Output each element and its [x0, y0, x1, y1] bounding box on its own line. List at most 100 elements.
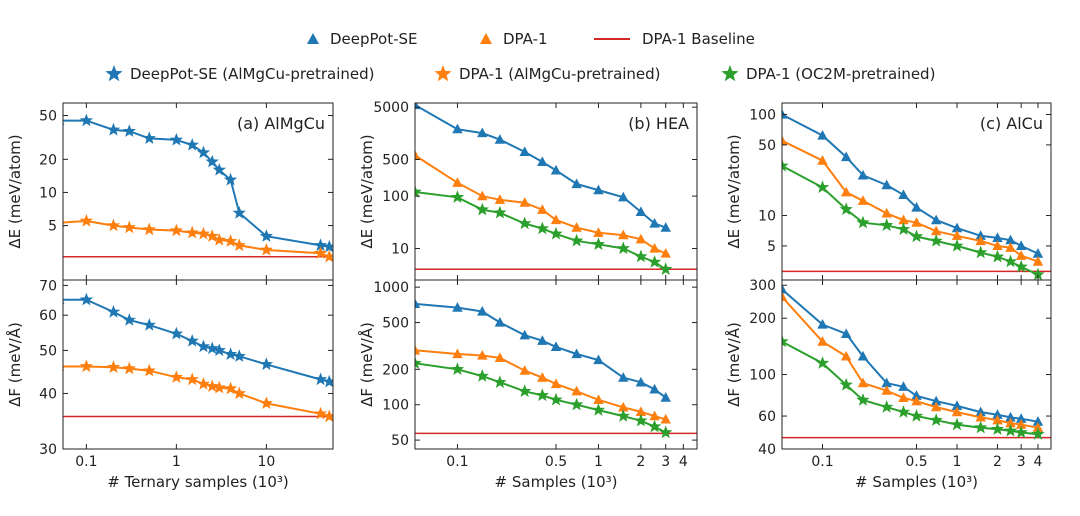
- y-tick-label: 100: [749, 108, 776, 124]
- data-point-triangle: [660, 222, 671, 232]
- data-point-triangle: [649, 217, 660, 228]
- y-axis-label: ΔE (meV/atom): [725, 134, 743, 248]
- data-point-triangle: [494, 134, 506, 144]
- data-point-triangle: [415, 298, 421, 309]
- data-point-star: [880, 400, 894, 413]
- data-point-triangle: [477, 306, 488, 316]
- y-tick-label: 100: [382, 189, 409, 205]
- data-point-star: [974, 420, 988, 434]
- data-point-triangle: [992, 414, 1003, 425]
- data-point-star: [909, 229, 924, 243]
- data-point-star: [415, 185, 422, 198]
- data-point-triangle: [1005, 417, 1016, 428]
- y-tick-label: 5: [767, 239, 776, 255]
- data-point-triangle: [1005, 242, 1016, 252]
- data-point-star: [591, 237, 606, 250]
- y-tick-label: 70: [39, 278, 57, 294]
- data-point-star: [990, 249, 1005, 263]
- data-point-star: [205, 379, 219, 392]
- x-tick-label: 0.1: [446, 454, 468, 470]
- data-point-triangle: [477, 350, 488, 360]
- data-point-star: [259, 229, 273, 242]
- data-point-star: [79, 359, 93, 373]
- data-point-triangle: [550, 214, 562, 225]
- data-point-star: [647, 419, 662, 433]
- y-tick-label: 5: [48, 219, 57, 235]
- data-point-triangle: [782, 109, 788, 119]
- legend-star-marker-blue: [105, 65, 123, 82]
- data-point-triangle: [975, 235, 986, 246]
- legend-label: DPA-1: [503, 30, 548, 48]
- data-point-star: [839, 377, 853, 391]
- data-point-triangle: [930, 401, 942, 412]
- data-point-star: [535, 388, 549, 402]
- data-point-star: [232, 206, 246, 219]
- y-tick-label: 300: [749, 278, 776, 294]
- data-point-triangle: [593, 354, 604, 365]
- data-point-triangle: [992, 240, 1003, 251]
- data-point-triangle: [477, 127, 488, 138]
- data-point-star: [322, 249, 333, 263]
- y-tick-label: 50: [39, 109, 57, 125]
- data-point-star: [169, 370, 183, 383]
- y-tick-label: 10: [39, 185, 57, 201]
- legend-label: DeepPot-SE (AlMgCu-pretrained): [130, 65, 375, 83]
- legend: DeepPot-SE DPA-1 DPA-1 Baseline DeepPot-…: [105, 30, 935, 83]
- data-point-triangle: [930, 395, 942, 406]
- legend-label: DPA-1 Baseline: [642, 30, 755, 48]
- data-point-triangle: [898, 381, 909, 391]
- data-point-triangle: [1005, 411, 1016, 422]
- data-point-star: [950, 417, 964, 431]
- data-point-triangle: [452, 348, 463, 359]
- data-point-star: [196, 226, 211, 240]
- data-point-star: [782, 334, 789, 348]
- data-point-star: [196, 145, 211, 159]
- data-point-star: [475, 202, 489, 216]
- legend-entry-dpa-1-oc2m-pretrained: DPA-1 (OC2M-pretrained): [721, 65, 935, 83]
- data-point-triangle: [618, 229, 629, 240]
- data-point-star: [535, 221, 549, 235]
- data-point-triangle: [930, 225, 942, 236]
- legend-entry-deeppot-se-almgcu-pretrained: DeepPot-SE (AlMgCu-pretrained): [105, 65, 375, 83]
- data-point-star: [122, 361, 136, 375]
- data-point-triangle: [537, 372, 548, 382]
- data-point-star: [616, 241, 630, 255]
- data-point-star: [259, 243, 273, 256]
- data-point-star: [313, 406, 328, 420]
- data-point-star: [549, 226, 563, 240]
- axes-frame: [62, 279, 334, 450]
- data-point-star: [896, 405, 911, 418]
- data-point-star: [142, 222, 156, 236]
- data-point-triangle: [660, 392, 671, 402]
- y-axis-label: ΔE (meV/atom): [358, 134, 376, 248]
- data-point-triangle: [550, 378, 562, 389]
- x-tick-label: 0.1: [811, 454, 833, 470]
- panel-almgcu-force: 30 40 50 60 70 0.1 1 10 ΔF (meV/Å) # Ternary samp…: [5, 278, 334, 491]
- y-tick-label: 100: [749, 368, 776, 384]
- data-point-star: [549, 392, 563, 406]
- data-point-triangle: [537, 335, 548, 345]
- legend-triangle-marker-blue: [307, 33, 319, 44]
- data-point-star: [1031, 427, 1045, 440]
- data-point-star: [223, 172, 238, 186]
- x-tick-label: 1: [953, 454, 962, 470]
- data-point-star: [856, 215, 870, 229]
- series-group: [415, 298, 673, 439]
- data-point-triangle: [593, 394, 604, 404]
- data-point-star: [1014, 259, 1028, 273]
- data-point-triangle: [571, 178, 582, 189]
- data-point-triangle: [857, 169, 869, 180]
- legend-triangle-marker-orange: [480, 33, 492, 44]
- data-point-star: [815, 180, 830, 193]
- data-point-star: [493, 375, 507, 388]
- series-group: [782, 109, 1045, 280]
- data-point-triangle: [571, 348, 582, 359]
- x-tick-label: 1: [594, 454, 603, 470]
- y-tick-label: 500: [382, 153, 409, 169]
- y-tick-label: 60: [758, 409, 776, 425]
- data-point-star: [1003, 254, 1018, 268]
- data-point-star: [223, 234, 238, 247]
- panel-title: (a) AlMgCu: [237, 114, 325, 133]
- data-point-triangle: [415, 344, 421, 355]
- data-point-triangle: [782, 135, 788, 145]
